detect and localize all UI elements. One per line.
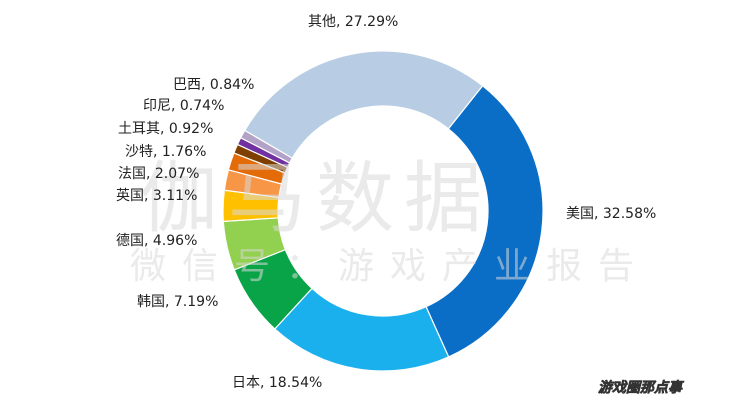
slice-labels: 美国, 32.58% 日本, 18.54% 韩国, 7.19% 德国, 4.96% 英国… bbox=[116, 14, 656, 391]
slice-label-7: 土耳其, 0.92% bbox=[118, 121, 213, 137]
slice-label-5: 法国, 2.07% bbox=[118, 166, 199, 182]
slice-label-4: 英国, 3.11% bbox=[116, 187, 197, 204]
slice-label-0: 美国, 32.58% bbox=[566, 206, 656, 222]
donut-slices bbox=[222, 50, 544, 372]
donut-slice-0 bbox=[425, 84, 544, 358]
slice-label-10: 其他, 27.29% bbox=[308, 14, 398, 30]
slice-label-1: 日本, 18.54% bbox=[232, 375, 322, 391]
slice-label-3: 德国, 4.96% bbox=[116, 233, 197, 249]
donut-slice-10 bbox=[243, 50, 484, 159]
watermark-title: 伽马数据 bbox=[140, 154, 492, 244]
corner-logo-text: 游戏圈那点事 bbox=[598, 379, 685, 396]
slice-label-6: 沙特, 1.76% bbox=[125, 144, 206, 160]
watermark-subtitle: 微信号：游戏产业报告 bbox=[130, 246, 650, 287]
slice-label-8: 印尼, 0.74% bbox=[143, 98, 224, 114]
slice-label-2: 韩国, 7.19% bbox=[137, 294, 218, 310]
slice-label-9: 巴西, 0.84% bbox=[173, 77, 254, 93]
